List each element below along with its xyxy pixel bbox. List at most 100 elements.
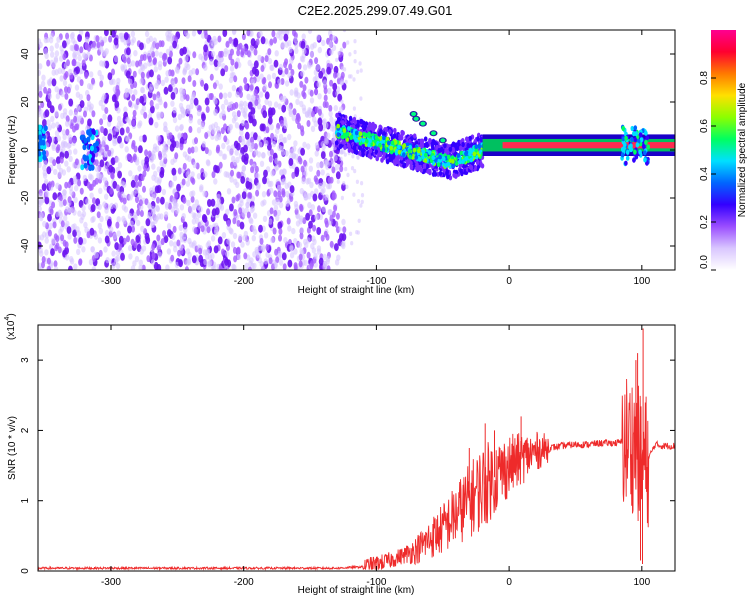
- spectrogram-noise-cell: [182, 162, 187, 170]
- spectrogram-noise-cell: [196, 127, 202, 134]
- spectrogram-noise-cell: [75, 66, 80, 75]
- spectrogram-noise-cell: [318, 123, 324, 132]
- spectrogram-noise-cell: [41, 256, 46, 263]
- spectrogram-noise-cell: [43, 86, 48, 94]
- spectrogram-noise-cell: [304, 111, 310, 118]
- spectrogram-noise-cell: [131, 225, 135, 233]
- colorbar-tick-label: 0.2: [699, 215, 710, 229]
- spectrogram-noise-cell: [38, 161, 42, 168]
- spectrogram-noise-cell: [99, 80, 104, 88]
- spectrogram-noise-cell: [213, 108, 218, 116]
- spectrogram-noise-cell: [313, 69, 319, 76]
- spectrogram-noise-cell: [160, 40, 165, 48]
- spectrogram-noise-cell: [295, 98, 300, 106]
- spectrogram-noise-cell: [322, 260, 328, 268]
- spectrogram-noise-cell: [351, 154, 355, 159]
- spectrogram-noise-cell: [188, 205, 193, 212]
- spectrogram-noise-cell: [247, 266, 252, 270]
- spectrogram-noise-cell: [294, 42, 299, 49]
- spectrogram-noise-cell: [148, 117, 154, 126]
- spectrogram-noise-cell: [283, 122, 288, 129]
- spectrogram-noise-cell: [269, 38, 274, 46]
- spectrogram-signal-cell: [378, 142, 382, 148]
- snr-x-tick-label: -200: [234, 577, 254, 588]
- spectrogram-noise-cell: [178, 224, 183, 232]
- spectrogram-noise-cell: [273, 36, 277, 44]
- spectrogram-noise-cell: [104, 48, 109, 55]
- spectrogram-noise-cell: [151, 252, 156, 260]
- spectrogram-noise-cell: [278, 63, 284, 71]
- spectrogram-signal-cell: [464, 151, 468, 157]
- spectrogram-signal-cell: [341, 139, 346, 145]
- spectrogram-noise-cell: [44, 196, 50, 205]
- spectrogram-noise-cell: [102, 36, 108, 43]
- spectrogram-noise-cell: [75, 91, 81, 98]
- spectrogram-noise-cell: [133, 214, 138, 221]
- spectrogram-noise-cell: [143, 111, 148, 119]
- spectrogram-noise-cell: [163, 101, 168, 109]
- spectrogram-signal-cell: [380, 157, 384, 163]
- spectrogram-noise-cell: [312, 42, 317, 49]
- spectrogram-noise-cell: [92, 197, 96, 205]
- spectrogram-noise-cell: [234, 122, 240, 129]
- spectrogram-noise-cell: [137, 165, 142, 172]
- spectrogram-noise-cell: [153, 57, 157, 65]
- spectrogram-noise-cell: [218, 92, 223, 100]
- spectrogram-noise-cell: [313, 252, 318, 260]
- spectrogram-noise-cell: [234, 61, 239, 69]
- spectrogram-signal-cell: [643, 157, 647, 163]
- spectrogram-signal-cell: [633, 149, 637, 155]
- spectrogram-signal-cell: [353, 135, 357, 140]
- spectrogram-noise-cell: [59, 194, 64, 202]
- spectrogram-noise-cell: [192, 51, 197, 59]
- spectrogram-noise-cell: [293, 264, 298, 270]
- spectrogram-noise-cell: [150, 259, 156, 266]
- spectrogram-signal-cell: [629, 146, 633, 153]
- spectrogram-noise-cell: [302, 64, 308, 71]
- spectrogram-noise-cell: [40, 80, 46, 88]
- spectrogram-x-tick-label: -200: [234, 276, 254, 287]
- spectrogram-signal-cell: [431, 155, 436, 161]
- spectrogram-noise-cell: [338, 106, 344, 113]
- spectrogram-signal-cell: [378, 130, 382, 136]
- spectrogram-noise-cell: [317, 108, 322, 116]
- spectrogram-noise-cell: [94, 252, 99, 259]
- spectrogram-noise-cell: [329, 214, 334, 222]
- spectrogram-noise-cell: [134, 174, 139, 182]
- spectrogram-noise-cell: [231, 196, 236, 204]
- spectrogram-noise-cell: [56, 163, 62, 170]
- spectrogram-noise-cell: [69, 189, 74, 196]
- spectrogram-signal-cell: [342, 128, 347, 134]
- spectrogram-noise-cell: [68, 98, 74, 107]
- spectrogram-noise-cell: [79, 100, 85, 109]
- spectrogram-signal-cell: [620, 146, 625, 152]
- spectrogram-noise-cell: [239, 200, 244, 207]
- spectrogram-noise-cell: [280, 78, 285, 85]
- spectrogram-noise-cell: [355, 230, 359, 235]
- spectrogram-noise-cell: [134, 255, 140, 263]
- spectrogram-noise-cell: [256, 182, 261, 189]
- spectrogram-noise-cell: [349, 231, 353, 236]
- spectrogram-noise-cell: [252, 262, 257, 270]
- spectrogram-signal-cell: [419, 138, 424, 144]
- spectrogram-noise-cell: [227, 91, 232, 99]
- spectrogram-signal-cell: [454, 161, 459, 167]
- spectrogram-noise-cell: [156, 234, 161, 242]
- spectrogram-noise-cell: [278, 201, 284, 209]
- spectrogram-noise-cell: [163, 86, 169, 95]
- spectrogram-noise-cell: [194, 137, 198, 145]
- spectrogram-signal-cell: [368, 148, 373, 154]
- spectrogram-noise-cell: [128, 88, 133, 95]
- spectrogram-noise-cell: [193, 227, 198, 235]
- snr-panel: -300 -200 -100 0 100 0 1 2 3 Height of straight …: [4, 313, 676, 596]
- spectrogram-noise-cell: [89, 103, 94, 110]
- spectrogram-noise-cell: [65, 32, 70, 40]
- spectrogram-noise-cell: [310, 243, 315, 250]
- spectrogram-noise-cell: [235, 194, 240, 202]
- spectrogram-noise-cell: [273, 101, 279, 108]
- spectrogram-noise-cell: [308, 165, 313, 172]
- svg-text:(x104): (x104): [4, 313, 17, 340]
- spectrogram-noise-cell: [99, 46, 104, 53]
- spectrogram-signal-cell: [359, 118, 363, 125]
- spectrogram-noise-cell: [333, 105, 338, 112]
